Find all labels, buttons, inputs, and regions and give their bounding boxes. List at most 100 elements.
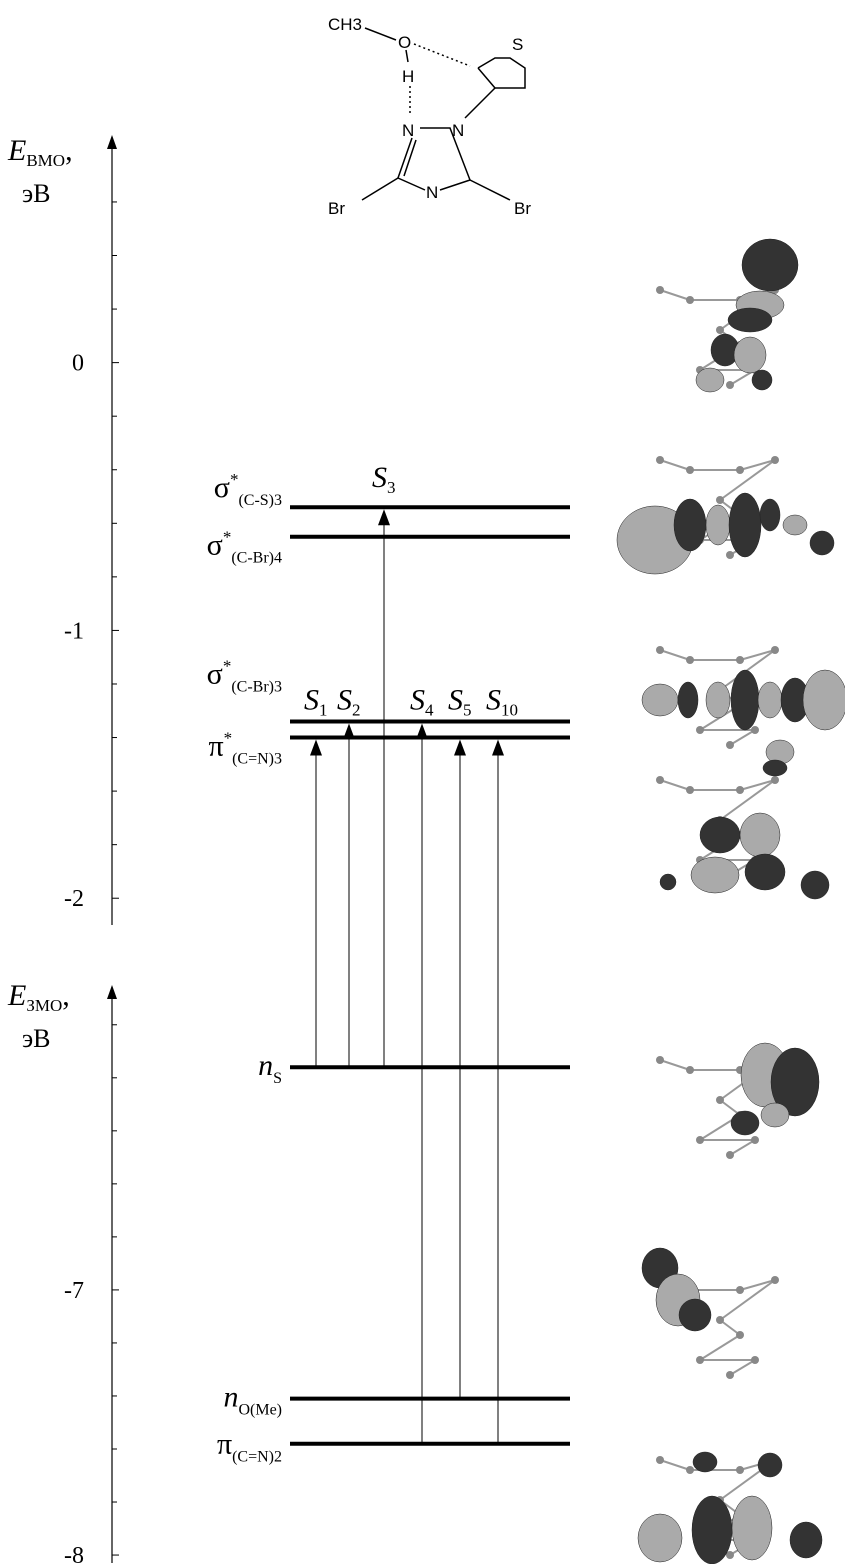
orbital-lobe [758, 1453, 782, 1477]
atom [686, 1066, 694, 1074]
atom [686, 786, 694, 794]
axis-comma: , [65, 134, 73, 167]
orbital-lobe [801, 871, 829, 899]
atom [771, 1276, 779, 1284]
atom [656, 1056, 664, 1064]
transition-symbol: S [486, 683, 501, 716]
transition-label: S10 [486, 683, 518, 719]
atom [686, 656, 694, 664]
orbital-lobe [674, 499, 706, 551]
atom-label: H [402, 67, 414, 86]
arrow-head [416, 723, 428, 739]
atom-label: CH3 [328, 15, 362, 34]
molecule [362, 28, 525, 200]
atom-label: N [402, 121, 414, 140]
orbital-lobe [760, 499, 780, 531]
atom [716, 1316, 724, 1324]
atom-label: S [512, 35, 523, 54]
arrow-head [310, 740, 322, 756]
transition-symbol: S [410, 683, 425, 716]
axis-unit: эВ [22, 1024, 51, 1053]
level-label: π*(C=N)3 [208, 729, 282, 768]
level-subscript: S [273, 1070, 282, 1087]
axis-symbol: E [7, 134, 26, 167]
orbital-lobe [696, 368, 724, 392]
level-subscript: (C-S)3 [238, 492, 282, 509]
orbital-lobe [740, 813, 780, 857]
orbital-lobe [706, 682, 730, 718]
atom [751, 726, 759, 734]
orbital-lobe [706, 505, 730, 545]
axis-label: EЗМО, [7, 979, 70, 1015]
orbital-lobe [638, 1514, 682, 1562]
atom [716, 496, 724, 504]
atom [751, 1356, 759, 1364]
transition-label: S1 [304, 683, 328, 719]
orbital-lobe [660, 874, 676, 890]
transition-label: S3 [372, 461, 396, 497]
atom [656, 646, 664, 654]
orbital-lobe [679, 1299, 711, 1331]
atom [736, 1466, 744, 1474]
level-label: σ*(C-S)3 [214, 470, 282, 509]
orbital-lobe [729, 493, 761, 557]
y-tick-label: -1 [64, 618, 84, 644]
level-superscript: * [223, 528, 232, 547]
atom [726, 551, 734, 559]
atom [686, 296, 694, 304]
orbital-lobe [752, 370, 772, 390]
level-label: nO(Me) [223, 1381, 282, 1419]
orbital-lobe [728, 308, 772, 332]
y-tick-label: -7 [64, 1278, 84, 1304]
transition-symbol: S [304, 683, 319, 716]
orbital-lobe [745, 854, 785, 890]
atom-label: N [452, 121, 464, 140]
level-subscript: (C-Br)4 [231, 550, 282, 567]
orbital-lobe [763, 760, 787, 776]
level-superscript: * [224, 729, 233, 748]
level-symbol: σ [214, 471, 230, 504]
atom [726, 1151, 734, 1159]
axis-label: EВМО, [7, 134, 73, 170]
atom [686, 1466, 694, 1474]
orbital-lobe [732, 1496, 772, 1560]
bond [730, 1360, 755, 1375]
orbital-lobe [761, 1103, 789, 1127]
arrow-head [343, 723, 355, 739]
orbital-lobe [693, 1452, 717, 1472]
bond [730, 730, 755, 745]
atom-label: Br [328, 199, 345, 218]
orbital-lobe [700, 817, 740, 853]
orbital-lobe [790, 1522, 822, 1558]
orbital-lobe [691, 857, 739, 893]
atom [736, 1286, 744, 1294]
transition-subscript: 5 [463, 700, 472, 719]
orbital-lobe [758, 682, 782, 718]
level-subscript: (C=N)2 [232, 1449, 282, 1466]
level-label: σ*(C-Br)3 [207, 656, 282, 695]
level-label: σ*(C-Br)4 [207, 528, 282, 567]
atom [736, 656, 744, 664]
atom [656, 776, 664, 784]
arrow-head [454, 740, 466, 756]
transition-subscript: 1 [319, 700, 328, 719]
orbital-lobe [731, 1111, 759, 1135]
arrow-head [378, 509, 390, 525]
axis-arrow [107, 985, 117, 999]
transition-subscript: 3 [387, 478, 396, 497]
transition-symbol: S [337, 683, 352, 716]
atom [696, 1136, 704, 1144]
atom [656, 1456, 664, 1464]
atom-label: O [398, 33, 411, 52]
atom [751, 1136, 759, 1144]
bond [660, 650, 690, 660]
atom [656, 286, 664, 294]
level-subscript: (C-Br)3 [231, 678, 282, 695]
axis-subscript: ЗМО [26, 996, 62, 1015]
orbital-lobe [742, 239, 798, 291]
atom-label: N [426, 183, 438, 202]
axis-arrow [107, 135, 117, 149]
atom [736, 1331, 744, 1339]
bond [660, 460, 690, 470]
